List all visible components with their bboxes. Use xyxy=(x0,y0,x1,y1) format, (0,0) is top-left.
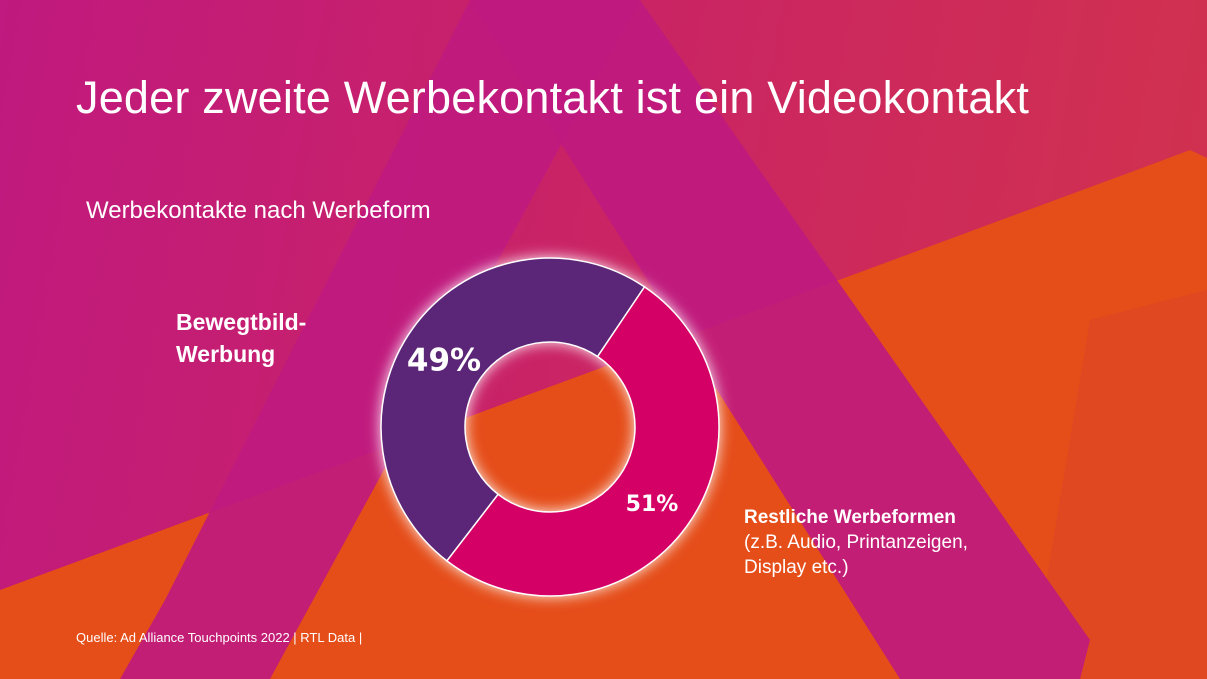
label-restliche-note: (z.B. Audio, Printanzeigen, Display etc.… xyxy=(744,532,968,578)
label-restliche-title: Restliche Werbeformen xyxy=(744,507,956,528)
label-bewegtbild: Bewegtbild- Werbung xyxy=(176,309,307,367)
orange-band-edge xyxy=(1030,290,1207,679)
magenta-stripe-left xyxy=(120,0,640,679)
magenta-stripe-right xyxy=(470,0,1090,679)
data-label-bewegtbild: 49% xyxy=(407,343,481,379)
label-restliche: Restliche Werbeformen (z.B. Audio, Print… xyxy=(744,505,1044,580)
donut-slice-restliche xyxy=(445,285,720,597)
data-label-restliche: 51% xyxy=(626,492,679,517)
chart-subtitle: Werbekontakte nach Werbeform xyxy=(86,197,431,224)
source-note: Quelle: Ad Alliance Touchpoints 2022 | R… xyxy=(76,630,363,645)
page-title: Jeder zweite Werbekontakt ist ein Videok… xyxy=(76,72,1030,123)
donut-slice-bewegtbild xyxy=(380,257,646,562)
